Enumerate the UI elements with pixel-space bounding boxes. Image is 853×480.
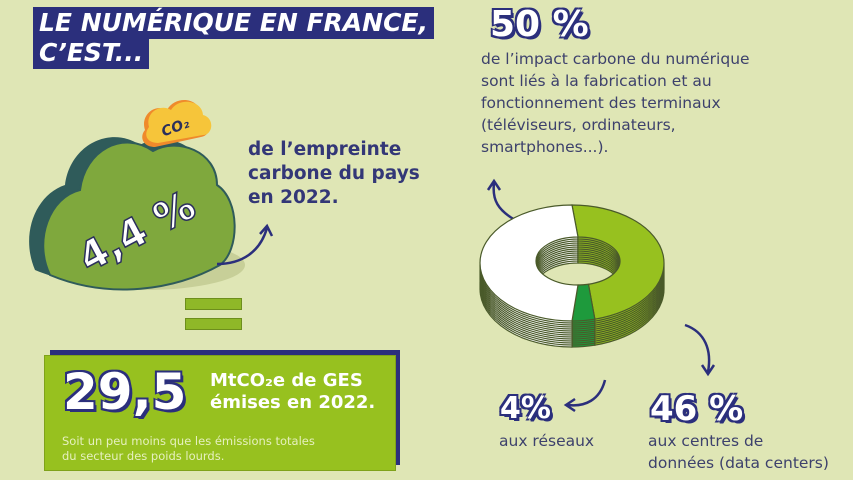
cloud-illustration: CO₂ 4,4 % xyxy=(29,99,245,291)
donut-chart xyxy=(479,204,665,348)
terminals-line: fonctionnement des terminaux xyxy=(481,94,721,112)
co2-badge-icon xyxy=(142,99,212,147)
arrow-networks-icon xyxy=(563,379,607,413)
datacenters-label-line: données (data centers) xyxy=(648,454,829,472)
donut-slice-top-1 xyxy=(571,204,665,320)
datacenters-label: aux centres de données (data centers) xyxy=(648,430,829,474)
emissions-value: 29,5 xyxy=(63,363,187,421)
datacenters-value: 46 % xyxy=(650,389,744,429)
emissions-unit-line: MtCO₂e de GES xyxy=(210,370,363,391)
cloud-caption-line: en 2022. xyxy=(248,187,339,208)
arrow-datacenters-icon xyxy=(684,323,716,377)
networks-value: 4% xyxy=(500,391,551,426)
datacenters-label-line: aux centres de xyxy=(648,432,764,450)
terminals-line: sont liés à la fabrication et au xyxy=(481,72,712,90)
emissions-note-line: Soit un peu moins que les émissions tota… xyxy=(62,434,315,448)
cloud-caption-line: carbone du pays xyxy=(248,163,420,184)
title-line-2: C’EST... xyxy=(33,37,150,69)
terminals-line: smartphones...). xyxy=(481,138,609,156)
donut-slice-top-0 xyxy=(479,204,579,322)
emissions-unit: MtCO₂e de GES émises en 2022. xyxy=(210,370,375,414)
equals-bar-bottom xyxy=(185,318,242,330)
networks-label: aux réseaux xyxy=(499,432,595,450)
cloud-front xyxy=(42,141,236,291)
equals-bar-top xyxy=(185,298,242,310)
emissions-note-line: du secteur des poids lourds. xyxy=(62,449,225,463)
terminals-value: 50 % xyxy=(490,4,589,45)
cloud-caption: de l’empreinte carbone du pays en 2022. xyxy=(248,138,420,210)
terminals-line: de l’impact carbone du numérique xyxy=(481,50,750,68)
emissions-unit-line: émises en 2022. xyxy=(210,392,376,413)
emissions-box: 29,5 MtCO₂e de GES émises en 2022. Soit … xyxy=(44,355,396,471)
curved-arrow-icon xyxy=(216,223,274,266)
terminals-line: (téléviseurs, ordinateurs, xyxy=(481,116,676,134)
title-line-1: LE NUMÉRIQUE EN FRANCE, xyxy=(33,7,435,39)
terminals-description: de l’impact carbone du numérique sont li… xyxy=(481,48,750,158)
emissions-note: Soit un peu moins que les émissions tota… xyxy=(62,434,315,464)
cloud-caption-line: de l’empreinte xyxy=(248,139,402,160)
arrow-up-left-icon xyxy=(486,178,516,222)
